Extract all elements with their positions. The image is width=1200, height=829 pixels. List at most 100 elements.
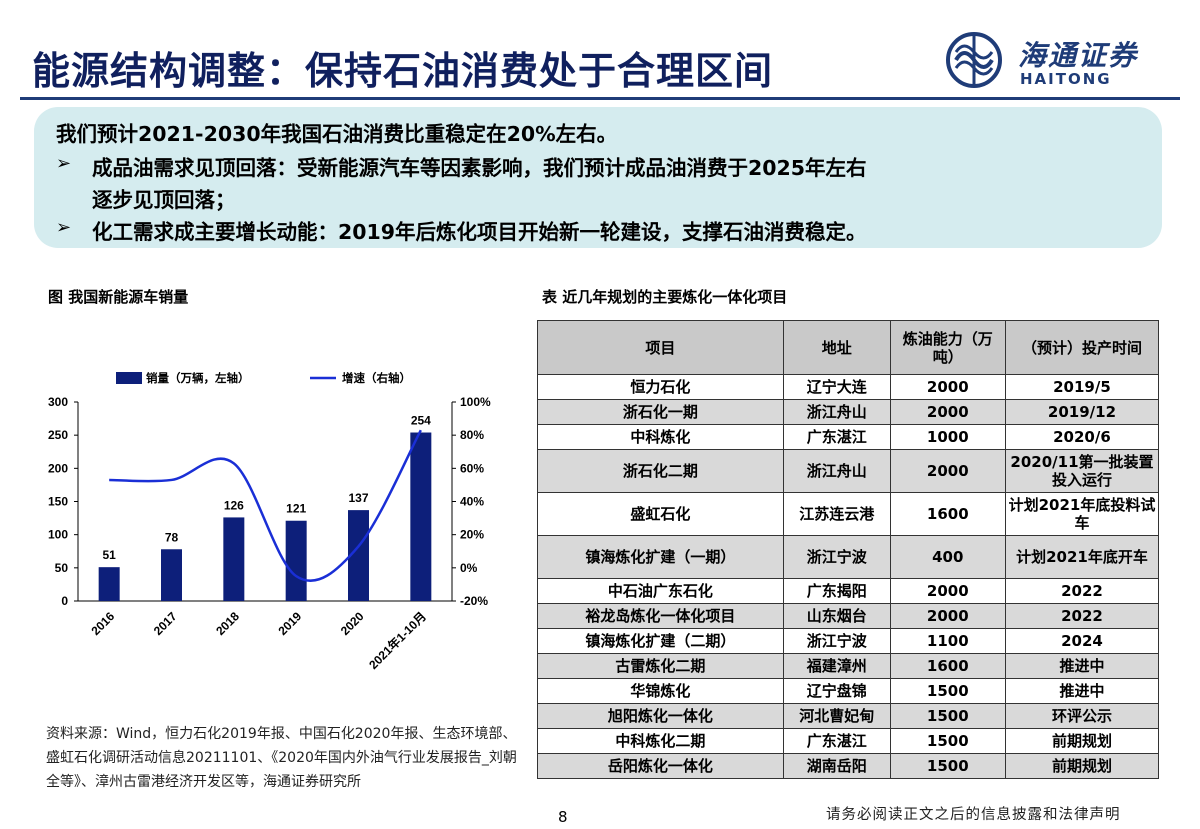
bar-2019 bbox=[285, 520, 307, 601]
right-tick-label: 40% bbox=[460, 495, 484, 509]
left-tick-label: 300 bbox=[48, 395, 68, 409]
cell-project: 古雷炼化二期 bbox=[537, 653, 784, 679]
table-title: 表 近几年规划的主要炼化一体化项目 bbox=[542, 288, 788, 306]
cell-location: 河北曹妃甸 bbox=[782, 703, 891, 729]
x-tick-label: 2016 bbox=[89, 609, 118, 638]
cell-time: 2019/12 bbox=[1004, 399, 1160, 425]
legend-line-label: 增速（右轴） bbox=[342, 371, 411, 385]
right-tick-label: 20% bbox=[460, 528, 484, 542]
growth-rate-line bbox=[109, 429, 422, 582]
bar-value-label: 137 bbox=[348, 491, 368, 505]
source-note: 资料来源：Wind，恒力石化2019年报、中国石化2020年报、生态环境部、盛虹… bbox=[46, 726, 517, 790]
cell-capacity: 400 bbox=[889, 535, 1006, 579]
left-tick-label: 200 bbox=[48, 461, 68, 475]
bar-2018 bbox=[223, 517, 245, 601]
table-row: 古雷炼化二期 福建漳州 1600 推进中 bbox=[537, 653, 1160, 679]
cell-location: 辽宁大连 bbox=[782, 374, 891, 400]
legend-bar-label: 销量（万辆，左轴） bbox=[146, 371, 250, 385]
haitong-logo-icon bbox=[946, 32, 1002, 88]
x-tick-label: 2020 bbox=[338, 609, 367, 638]
cell-capacity: 1600 bbox=[889, 492, 1006, 536]
cell-capacity: 2000 bbox=[889, 399, 1006, 425]
figure-title: 图 我国新能源车销量 bbox=[48, 288, 189, 306]
cell-time: 2019/5 bbox=[1004, 374, 1160, 400]
x-tick-label: 2018 bbox=[213, 609, 242, 638]
right-tick-label: 0% bbox=[460, 561, 478, 575]
cell-capacity: 2000 bbox=[889, 603, 1006, 629]
bar-value-label: 121 bbox=[286, 502, 306, 516]
header-capacity: 炼油能力（万吨） bbox=[889, 320, 1006, 375]
refinery-projects-table: 项目 地址 炼油能力（万吨） （预计）投产时间 恒力石化 辽宁大连 2000 2019… bbox=[537, 320, 1160, 779]
right-tick-label: 60% bbox=[460, 461, 484, 475]
header-project: 项目 bbox=[537, 320, 784, 375]
cell-project: 中科炼化 bbox=[537, 424, 784, 450]
x-tick-label: 2019 bbox=[276, 609, 305, 638]
cell-location: 山东烟台 bbox=[782, 603, 891, 629]
summary-line-3: 逐步见顶回落； bbox=[92, 188, 236, 212]
cell-project: 镇海炼化扩建（二期） bbox=[537, 628, 784, 654]
bar-2020 bbox=[348, 510, 369, 601]
cell-project: 镇海炼化扩建（一期） bbox=[537, 535, 784, 579]
cell-location: 湖南岳阳 bbox=[782, 753, 891, 779]
cell-capacity: 1100 bbox=[889, 628, 1006, 654]
summary-line-2: 成品油需求见顶回落：受新能源汽车等因素影响，我们预计成品油消费于2025年左右 bbox=[92, 156, 867, 180]
cell-time: 前期规划 bbox=[1004, 753, 1160, 779]
title-divider bbox=[20, 97, 1180, 100]
bar-value-label: 254 bbox=[411, 414, 431, 428]
cell-location: 浙江舟山 bbox=[782, 449, 891, 493]
cell-capacity: 1500 bbox=[889, 753, 1006, 779]
cell-capacity: 1600 bbox=[889, 653, 1006, 679]
legend-bar-swatch bbox=[116, 372, 142, 384]
cell-capacity: 1000 bbox=[889, 424, 1006, 450]
bar-value-label: 126 bbox=[224, 498, 244, 512]
cell-location: 浙江舟山 bbox=[782, 399, 891, 425]
cell-capacity: 1500 bbox=[889, 678, 1006, 704]
summary-line-1: 我们预计2021-2030年我国石油消费比重稳定在20%左右。 bbox=[56, 122, 618, 146]
left-tick-label: 250 bbox=[48, 428, 68, 442]
cell-time: 前期规划 bbox=[1004, 728, 1160, 754]
cell-project: 中石油广东石化 bbox=[537, 578, 784, 604]
table-row: 旭阳炼化一体化 河北曹妃甸 1500 环评公示 bbox=[537, 703, 1160, 729]
cell-location: 江苏连云港 bbox=[782, 492, 891, 536]
table-row: 岳阳炼化一体化 湖南岳阳 1500 前期规划 bbox=[537, 753, 1160, 779]
disclaimer-notice: 请务必阅读正文之后的信息披露和法律声明 bbox=[826, 807, 1121, 823]
cell-capacity: 1500 bbox=[889, 728, 1006, 754]
table-row: 中石油广东石化 广东揭阳 2000 2022 bbox=[537, 578, 1160, 604]
bullet-arrow-icon: ➢ bbox=[56, 217, 72, 238]
cell-location: 辽宁盘锦 bbox=[782, 678, 891, 704]
table-row: 盛虹石化 江苏连云港 1600 计划2021年底投料试车 bbox=[537, 492, 1160, 536]
left-tick-label: 100 bbox=[48, 528, 68, 542]
cell-time: 2024 bbox=[1004, 628, 1160, 654]
page-number: 8 bbox=[558, 808, 568, 826]
bar-2017 bbox=[161, 549, 182, 601]
bullet-arrow-icon: ➢ bbox=[56, 153, 72, 174]
x-tick-label: 2021年1-10月 bbox=[366, 609, 429, 672]
bar-2016 bbox=[98, 567, 120, 601]
cell-project: 裕龙岛炼化一体化项目 bbox=[537, 603, 784, 629]
cell-time: 推进中 bbox=[1004, 678, 1160, 704]
x-tick-label: 2017 bbox=[151, 609, 180, 638]
page-title: 能源结构调整：保持石油消费处于合理区间 bbox=[32, 49, 774, 93]
right-tick-label: 100% bbox=[460, 395, 491, 409]
right-tick-label: 80% bbox=[460, 428, 484, 442]
right-tick-label: -20% bbox=[460, 594, 488, 608]
cell-location: 浙江宁波 bbox=[782, 535, 891, 579]
summary-line-4: 化工需求成主要增长动能：2019年后炼化项目开始新一轮建设，支撑石油消费稳定。 bbox=[92, 220, 867, 244]
left-tick-label: 150 bbox=[48, 495, 68, 509]
cell-project: 岳阳炼化一体化 bbox=[537, 753, 784, 779]
cell-capacity: 2000 bbox=[889, 449, 1006, 493]
cell-time: 推进中 bbox=[1004, 653, 1160, 679]
cell-project: 恒力石化 bbox=[537, 374, 784, 400]
company-logo: 海通证券 HAITONG bbox=[940, 30, 1180, 90]
nev-sales-chart: 0 50 100 150 200 250 300 -20% 0% 20% 40% 60% 80% 100%… bbox=[48, 371, 491, 672]
table-row: 中科炼化 广东湛江 1000 2020/6 bbox=[537, 424, 1160, 450]
cell-time: 2020/6 bbox=[1004, 424, 1160, 450]
cell-time: 2022 bbox=[1004, 603, 1160, 629]
table-row: 中科炼化二期 广东湛江 1500 前期规划 bbox=[537, 728, 1160, 754]
cell-time: 计划2021年底开车 bbox=[1004, 535, 1160, 579]
cell-capacity: 2000 bbox=[889, 374, 1006, 400]
cell-project: 华锦炼化 bbox=[537, 678, 784, 704]
table-row: 裕龙岛炼化一体化项目 山东烟台 2000 2022 bbox=[537, 603, 1160, 629]
bar-2021年1-10月 bbox=[410, 432, 432, 601]
logo-english-name: HAITONG bbox=[1020, 70, 1112, 88]
